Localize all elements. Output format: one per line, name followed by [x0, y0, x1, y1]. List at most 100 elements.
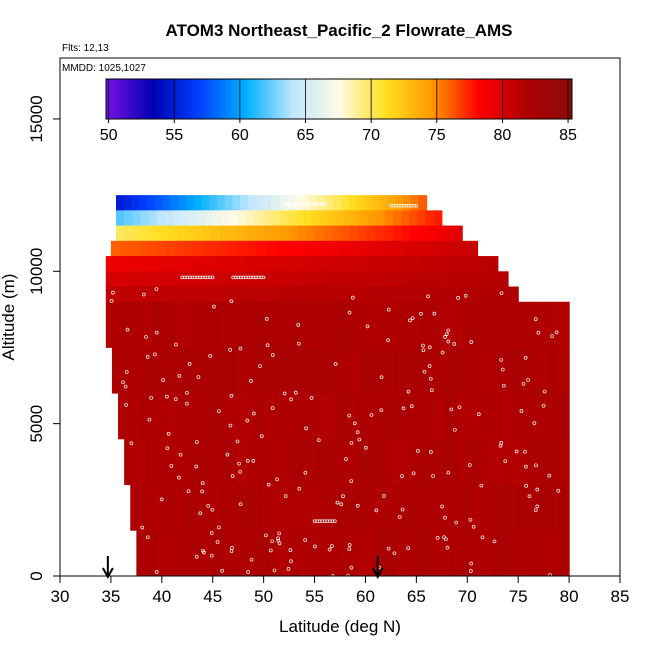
sample-point	[200, 481, 205, 485]
heatmap-cell	[406, 530, 419, 576]
heatmap-cell	[185, 393, 198, 440]
sample-point	[187, 362, 192, 366]
heatmap-cell	[184, 256, 195, 272]
heatmap-cell	[497, 286, 509, 303]
heatmap-cell	[152, 301, 165, 348]
heatmap-cell	[340, 240, 350, 257]
heatmap-cell	[132, 210, 142, 226]
heatmap-cell	[233, 530, 246, 576]
heatmap-cell	[488, 301, 501, 348]
sample-point	[266, 482, 271, 487]
heatmap-cell	[134, 347, 147, 394]
heatmap-cell	[150, 225, 160, 242]
heatmap-cell	[169, 347, 182, 394]
heatmap-cell	[174, 256, 185, 272]
heatmap-cell	[435, 438, 448, 485]
sample-point	[129, 441, 134, 446]
heatmap-cell	[294, 347, 307, 394]
sample-point	[195, 440, 199, 444]
sample-point	[349, 440, 354, 445]
heatmap-cell	[372, 301, 385, 348]
heatmap-cell	[151, 393, 164, 440]
heatmap-cell	[147, 195, 156, 211]
heatmap-cell	[335, 210, 345, 226]
heatmap-cell	[558, 484, 570, 531]
heatmap-cell	[105, 301, 118, 348]
heatmap-cell	[436, 225, 446, 242]
heatmap-cell	[375, 225, 385, 242]
heatmap-cell	[209, 195, 218, 211]
heatmap-cell	[154, 195, 164, 211]
x-tick-label: 50	[254, 587, 273, 606]
heatmap-cell	[213, 256, 225, 272]
heatmap-cell	[431, 347, 444, 394]
heatmap-cell	[337, 301, 350, 348]
heatmap-cell	[230, 240, 240, 257]
heatmap-cell	[364, 195, 373, 211]
heatmap-cell	[197, 210, 207, 226]
sample-point	[165, 394, 169, 399]
heatmap-cell	[476, 286, 488, 303]
heatmap-cell	[409, 256, 421, 272]
heatmap-cell	[497, 271, 509, 287]
sample-point	[476, 412, 481, 417]
heatmap-cell	[409, 347, 422, 394]
heatmap-cell	[148, 210, 158, 226]
heatmap-cell	[402, 438, 414, 485]
heatmap-cell	[536, 530, 549, 576]
heatmap-cell	[427, 271, 439, 287]
sample-point	[406, 546, 411, 551]
heatmap-cell	[380, 256, 391, 272]
sample-point	[169, 464, 174, 468]
heatmap-cell	[158, 530, 170, 576]
sample-point	[357, 437, 362, 442]
heatmap-cell	[237, 347, 250, 394]
heatmap-cell	[384, 225, 394, 242]
heatmap-cell	[216, 195, 226, 211]
sample-point	[316, 438, 321, 443]
heatmap-cell	[196, 484, 208, 531]
heatmap-cell	[206, 271, 218, 287]
heatmap-cell	[404, 286, 416, 303]
heatmap-cell	[459, 484, 471, 531]
sample-point	[410, 316, 415, 321]
heatmap-cell	[305, 484, 318, 531]
sample-point	[194, 464, 199, 469]
heatmap-cell	[354, 393, 367, 440]
heatmap-cell	[277, 530, 289, 576]
sample-point	[416, 448, 420, 453]
sample-point	[270, 406, 275, 411]
sample-point	[217, 525, 221, 530]
colorbar-gradient	[105, 78, 573, 120]
sample-point	[397, 515, 402, 519]
heatmap-cell	[522, 301, 535, 348]
heatmap-cell	[420, 347, 433, 394]
heatmap-cell	[321, 393, 333, 440]
sample-point	[471, 524, 476, 529]
sample-point	[446, 470, 451, 475]
heatmap-cell	[341, 256, 352, 272]
heatmap-cell	[460, 530, 473, 576]
heatmap-cell	[327, 210, 337, 226]
heatmap-cell	[238, 210, 247, 226]
heatmap-cell	[525, 530, 538, 576]
heatmap-cell	[477, 347, 490, 394]
heatmap-cell	[135, 271, 147, 287]
sample-point	[275, 477, 279, 482]
heatmap-cell	[325, 195, 334, 211]
heatmap-cell	[298, 393, 311, 440]
heatmap-cell	[185, 484, 197, 531]
heatmap-cell	[237, 225, 247, 242]
heatmap-cell	[321, 256, 332, 272]
heatmap-cell	[233, 301, 246, 348]
heatmap-cell	[145, 256, 156, 272]
heatmap-cell	[279, 301, 292, 348]
heatmap-cell	[135, 256, 146, 272]
heatmap-cell	[443, 347, 456, 394]
sample-point	[536, 330, 541, 335]
heatmap-cell	[413, 240, 424, 257]
sample-point	[249, 557, 254, 562]
sample-point	[161, 378, 165, 382]
sample-point	[344, 457, 348, 462]
heatmap-cell	[185, 225, 195, 242]
